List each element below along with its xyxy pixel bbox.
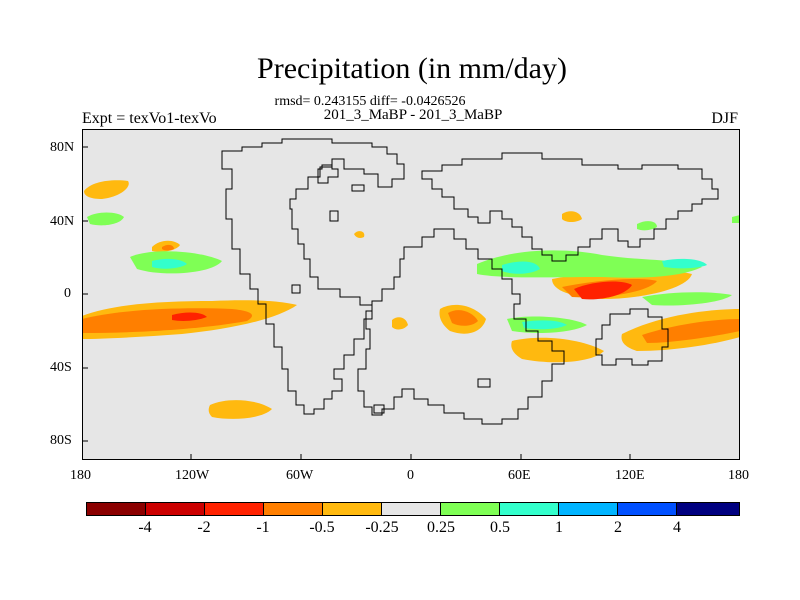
contour-south-pacific-patch (208, 400, 272, 419)
coastline-iceland (351, 184, 365, 192)
coastline-island-1 (329, 210, 339, 222)
tick-marks (82, 146, 631, 460)
contour-indian-south (511, 337, 604, 363)
contour-australia-core (642, 319, 740, 343)
colorbar-label-1: -4 (138, 519, 152, 536)
contour-west-pacific-north (562, 211, 582, 222)
coastline-americas (221, 138, 405, 415)
contour-central-atlantic (392, 317, 408, 330)
colorbar-swatch-6 (381, 502, 441, 516)
contour-north-pacific-east-green (732, 215, 740, 223)
lat-tick-40n: 40N (50, 214, 75, 229)
lat-tick-0: 0 (64, 286, 71, 301)
case-names: 201_3_MaBP - 201_3_MaBP (323, 107, 503, 123)
colorbar-label-8: 1 (555, 519, 563, 536)
contour-north-pacific-green (87, 212, 124, 226)
experiment-label: Expt = texVo1-texVo (82, 110, 217, 127)
contour-pacific-south-max (172, 312, 207, 321)
contour-north-atlantic (354, 231, 365, 238)
lat-tick-80n: 80N (50, 140, 75, 155)
colorbar-label-3: -1 (256, 519, 270, 536)
precipitation-map (82, 129, 740, 460)
coastline-island-2 (291, 284, 301, 294)
colorbar-label-4: -0.5 (309, 519, 335, 536)
colorbar-label-10: 4 (673, 519, 681, 536)
contour-indonesia-max (574, 281, 632, 300)
coastline-island-4 (477, 378, 491, 388)
season-label: DJF (711, 110, 738, 127)
lon-tick-60e: 60E (508, 468, 531, 483)
contour-maritime-cyan (662, 258, 707, 269)
coastline-asia-north (421, 152, 719, 262)
coastline-island-3 (373, 404, 385, 414)
colorbar-swatch-2 (145, 502, 205, 516)
colorbar-swatch-11 (676, 502, 740, 516)
contour-south-pacific-green (642, 292, 732, 306)
contour-fills-red (172, 281, 632, 321)
coastlines (221, 138, 719, 425)
colorbar-swatch-3 (204, 502, 264, 516)
lon-tick-180e: 180 (728, 468, 749, 483)
lon-tick-180w: 180 (70, 468, 91, 483)
lon-tick-60w: 60W (286, 468, 314, 483)
contour-indian-cyan (522, 320, 567, 330)
colorbar-label-5: -0.25 (365, 519, 399, 536)
colorbar-swatch-10 (617, 502, 677, 516)
contour-fills-positive (87, 212, 740, 333)
colorbar-label-7: 0.5 (490, 519, 510, 536)
colorbar-label-2: -2 (197, 519, 211, 536)
lon-tick-120e: 120E (615, 468, 645, 483)
colorbar-swatch-1 (86, 502, 146, 516)
colorbar-swatch-8 (499, 502, 559, 516)
coastline-eurasia-africa (357, 228, 565, 425)
contour-pacific-south-core (82, 308, 252, 333)
colorbar-swatch-5 (322, 502, 382, 516)
rmsd-diff-subtitle: rmsd= 0.243155 diff= -0.0426526 (274, 94, 466, 109)
contour-africa-core (448, 310, 478, 326)
coastline-australia (595, 308, 669, 366)
lat-tick-80s: 80S (50, 433, 72, 448)
colorbar-swatch-9 (558, 502, 618, 516)
colorbar (86, 502, 740, 516)
colorbar-label-9: 2 (614, 519, 622, 536)
lon-tick-0: 0 (407, 468, 414, 483)
coastline-greenland (317, 164, 339, 184)
contour-pacific-north (84, 180, 129, 199)
lon-tick-120w: 120W (175, 468, 210, 483)
contour-japan-green (637, 221, 657, 231)
colorbar-label-6: 0.25 (427, 519, 455, 536)
page-title: Precipitation (in mm/day) (257, 52, 567, 85)
colorbar-swatches (86, 502, 740, 516)
contour-west-pacific-cyan (502, 261, 540, 274)
colorbar-swatch-7 (440, 502, 500, 516)
colorbar-swatch-4 (263, 502, 323, 516)
contour-east-pacific-cyan (152, 258, 187, 269)
contour-atlantic-north-core (162, 244, 174, 251)
lat-tick-40s: 40S (50, 360, 72, 375)
